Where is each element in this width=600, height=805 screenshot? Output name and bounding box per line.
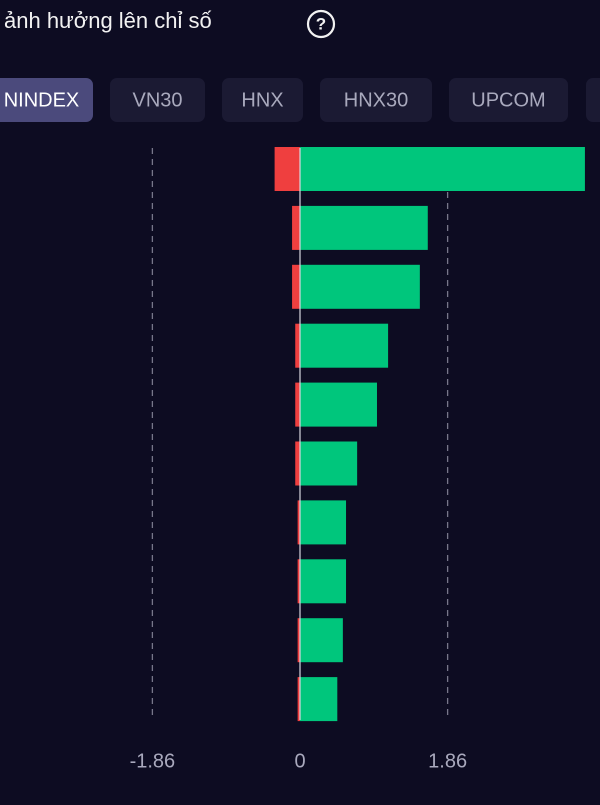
- bar: [295, 382, 300, 427]
- bar: [300, 677, 338, 722]
- bar: [300, 382, 377, 427]
- bar: [300, 441, 358, 486]
- tab[interactable]: [222, 78, 303, 122]
- bar: [300, 147, 585, 191]
- bar: [300, 264, 420, 309]
- bar: [300, 205, 428, 250]
- tab-label: UPCOM: [471, 89, 545, 111]
- tab-label: NINDEX: [4, 89, 80, 111]
- tab[interactable]: [320, 78, 432, 122]
- bar: [295, 323, 300, 368]
- tab-label: HNX30: [344, 89, 408, 111]
- bar: [300, 323, 389, 368]
- bar: [292, 205, 300, 250]
- x-tick-label: 0: [294, 750, 305, 772]
- help-icon[interactable]: [306, 9, 336, 39]
- bar: [297, 559, 300, 604]
- bar: [300, 559, 347, 604]
- bar: [295, 441, 300, 486]
- bar: [297, 500, 300, 545]
- title: ảnh hưởng lên chỉ số: [4, 8, 212, 33]
- tab-label: VN30: [132, 89, 182, 111]
- tab[interactable]: [110, 78, 205, 122]
- bar: [297, 677, 300, 722]
- tab[interactable]: [586, 78, 600, 122]
- bar: [297, 618, 300, 663]
- bar: [292, 264, 300, 309]
- help-icon-glyph: ?: [316, 14, 326, 33]
- tab-label: HNX: [241, 89, 283, 111]
- tab[interactable]: [0, 78, 93, 122]
- bar: [300, 618, 343, 663]
- tab[interactable]: [449, 78, 568, 122]
- x-tick-label: 1.86: [428, 750, 467, 772]
- bar: [274, 147, 300, 191]
- x-tick-label: -1.86: [130, 750, 176, 772]
- bar: [300, 500, 347, 545]
